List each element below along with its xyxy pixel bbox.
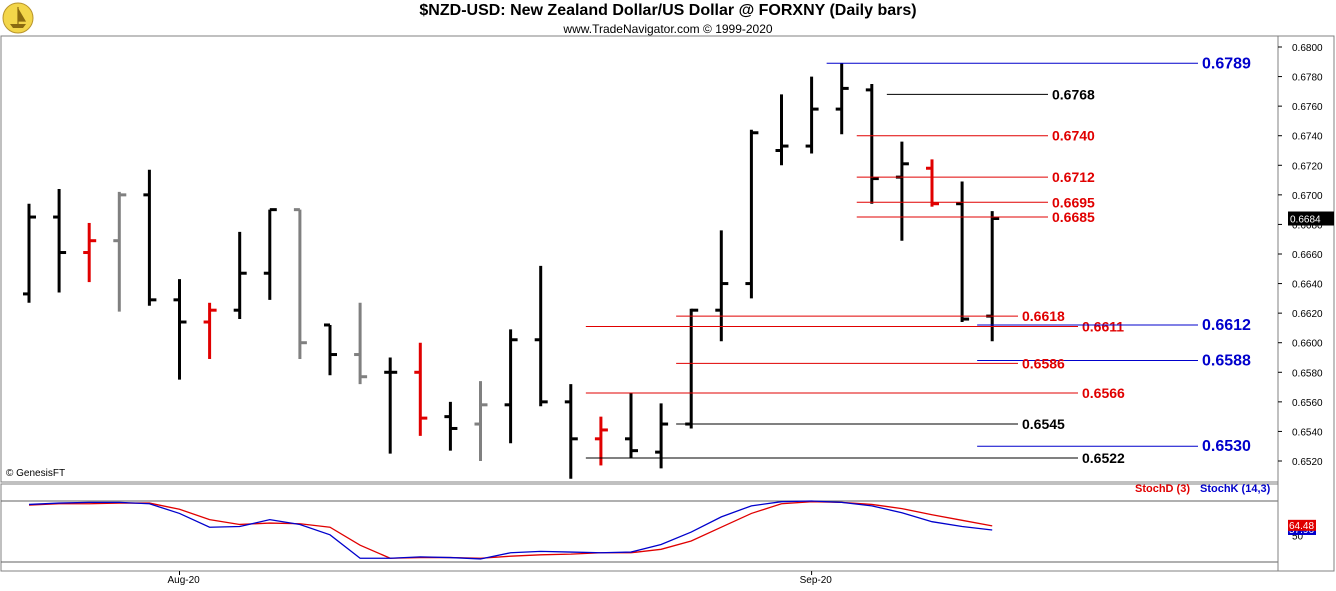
ohlc-bar (474, 381, 488, 461)
level-label: 0.6522 (1082, 450, 1125, 466)
ohlc-bar (143, 169, 157, 306)
ohlc-bar (53, 188, 67, 293)
level-label: 0.6588 (1202, 352, 1251, 369)
level-label: 0.6789 (1202, 55, 1251, 72)
stoch-d-value: 64.48 (1289, 521, 1314, 532)
chart-subtitle: www.TradeNavigator.com © 1999-2020 (563, 22, 773, 36)
level-label: 0.6695 (1052, 194, 1095, 210)
level-label: 0.6611 (1082, 318, 1124, 334)
ohlc-bar (173, 279, 187, 380)
ohlc-bar (715, 230, 729, 342)
level-label: 0.6586 (1022, 355, 1065, 371)
ohlc-bar (444, 401, 458, 451)
price-tick-label: 0.6540 (1292, 427, 1323, 438)
price-axis: 0.6800 0.6780 0.6760 0.6740 0.6720 0.6700 0.66… (168, 43, 1334, 586)
price-tick-label: 0.6780 (1292, 73, 1323, 84)
level-label: 0.6740 (1052, 128, 1095, 144)
level-label: 0.6545 (1022, 416, 1065, 432)
ohlc-bar (293, 208, 307, 359)
price-tick-label: 0.6660 (1292, 250, 1323, 261)
price-tick-label: 0.6700 (1292, 191, 1323, 202)
trade-navigator-logo (2, 2, 34, 34)
level-label: 0.6685 (1052, 209, 1095, 225)
level-label: 0.6612 (1202, 317, 1251, 334)
price-tick-label: 0.6680 (1292, 220, 1323, 231)
stoch-k-legend: StochK (14,3) (1200, 483, 1271, 495)
copyright-note: © GenesisFT (6, 468, 66, 479)
ohlc-bar (564, 384, 578, 479)
stoch-tick-label: 50 (1292, 532, 1304, 543)
price-plot-area (0, 35, 1279, 483)
level-label: 0.6768 (1052, 86, 1095, 102)
level-label: 0.6712 (1052, 169, 1095, 185)
ohlc-bar (414, 342, 428, 436)
price-tick-label: 0.6640 (1292, 280, 1323, 291)
price-tick-label: 0.6620 (1292, 309, 1323, 320)
level-label: 0.6530 (1202, 438, 1251, 455)
ohlc-bar (865, 83, 879, 204)
ohlc-bars (23, 63, 1000, 479)
x-axis-label: Aug-20 (168, 575, 201, 586)
ohlc-bar (775, 94, 789, 166)
axis-frame (1277, 35, 1335, 572)
ohlc-bar (23, 203, 36, 303)
ohlc-bar (203, 302, 217, 359)
ohlc-bar (113, 191, 127, 312)
ohlc-bar (263, 208, 277, 300)
price-tick-label: 0.6600 (1292, 339, 1323, 350)
last-price-label: 0.6684 (1290, 215, 1321, 226)
chart-frame (0, 35, 1335, 572)
price-tick-label: 0.6720 (1292, 161, 1323, 172)
level-label: 0.6618 (1022, 308, 1065, 324)
ohlc-bar (625, 392, 638, 459)
ohlc-bar (324, 323, 337, 376)
ohlc-bar (805, 76, 819, 154)
price-tick-label: 0.6740 (1292, 132, 1323, 143)
stoch-plot-area (0, 483, 1279, 572)
price-tick-label: 0.6760 (1292, 102, 1323, 113)
price-tick-label: 0.6520 (1292, 457, 1323, 468)
ohlc-bar (233, 231, 247, 320)
stoch-k-line (28, 500, 993, 560)
stoch-d-legend: StochD (3) (1135, 483, 1190, 495)
stochastic-panel: 5057.9664.48 (28, 500, 1316, 560)
price-tick-label: 0.6560 (1292, 398, 1323, 409)
ohlc-bar (956, 181, 970, 323)
ohlc-bar (835, 63, 849, 135)
last-price-box (1288, 211, 1334, 226)
ohlc-bar (926, 159, 939, 207)
ohlc-bar (384, 357, 398, 454)
chart-title: $NZD-USD: New Zealand Dollar/US Dollar @… (419, 2, 917, 19)
ohlc-bar (745, 129, 759, 299)
x-axis-label: Sep-20 (800, 575, 833, 586)
price-tick-label: 0.6580 (1292, 368, 1323, 379)
ohlc-bar (83, 222, 97, 283)
ohlc-bar (354, 302, 368, 385)
stoch-d-value-box (1288, 519, 1316, 531)
level-label: 0.6566 (1082, 385, 1125, 401)
ohlc-bar (534, 265, 548, 407)
ohlc-bar (504, 329, 518, 444)
ohlc-bar (594, 416, 608, 466)
price-tick-label: 0.6800 (1292, 43, 1323, 54)
